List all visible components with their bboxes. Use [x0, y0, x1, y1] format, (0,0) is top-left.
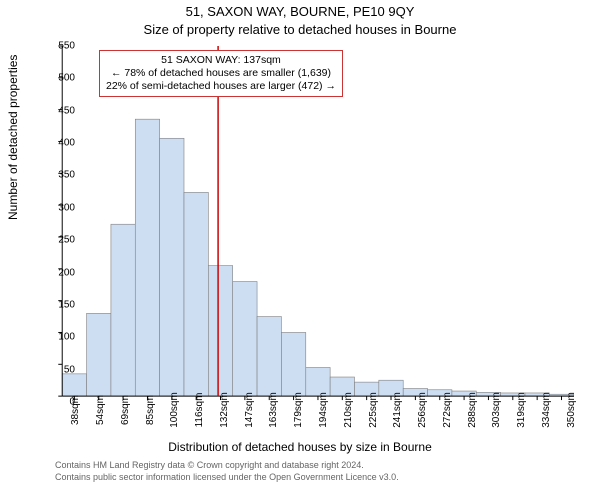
x-tick: 163sqm — [268, 392, 279, 428]
x-tick: 288sqm — [467, 392, 478, 428]
x-tick: 334sqm — [541, 392, 552, 428]
x-tick: 147sqm — [244, 392, 255, 428]
x-tick: 179sqm — [293, 392, 304, 428]
x-tick: 100sqm — [169, 392, 180, 428]
x-tick: 272sqm — [442, 392, 453, 428]
y-tick: 500 — [58, 73, 75, 84]
chart-container: 51, SAXON WAY, BOURNE, PE10 9QY Size of … — [0, 0, 600, 500]
y-tick: 350 — [58, 170, 75, 181]
x-tick: 319sqm — [516, 392, 527, 428]
histogram-plot — [55, 44, 575, 404]
y-tick: 300 — [58, 202, 75, 213]
y-tick: 450 — [58, 105, 75, 116]
annotation-box: 51 SAXON WAY: 137sqm ← 78% of detached h… — [99, 50, 343, 97]
y-tick: 200 — [58, 267, 75, 278]
x-tick: 38sqm — [70, 395, 81, 425]
x-tick: 116sqm — [194, 393, 205, 428]
page-title: 51, SAXON WAY, BOURNE, PE10 9QY — [0, 4, 600, 19]
chart-area: 51 SAXON WAY: 137sqm ← 78% of detached h… — [55, 44, 575, 404]
footer-attribution: Contains HM Land Registry data © Crown c… — [55, 460, 399, 483]
x-tick: 350sqm — [566, 392, 577, 428]
x-tick: 241sqm — [392, 392, 403, 428]
x-tick: 69sqm — [120, 395, 131, 425]
chart-subtitle: Size of property relative to detached ho… — [0, 22, 600, 37]
annotation-line2: ← 78% of detached houses are smaller (1,… — [106, 67, 336, 80]
y-tick: 100 — [58, 332, 75, 343]
x-tick: 194sqm — [318, 392, 329, 428]
x-tick: 54sqm — [95, 395, 106, 425]
x-tick: 132sqm — [219, 392, 230, 428]
y-axis-label: Number of detached properties — [6, 55, 20, 220]
x-tick: 85sqm — [145, 395, 156, 425]
y-tick: 150 — [58, 299, 75, 310]
x-tick: 225sqm — [368, 392, 379, 428]
x-tick: 256sqm — [417, 392, 428, 428]
annotation-line1: 51 SAXON WAY: 137sqm — [106, 54, 336, 67]
footer-line1: Contains HM Land Registry data © Crown c… — [55, 460, 399, 472]
x-tick: 303sqm — [491, 392, 502, 428]
x-tick: 210sqm — [343, 392, 354, 428]
y-tick: 400 — [58, 138, 75, 149]
y-tick: 50 — [64, 364, 75, 375]
x-axis-label: Distribution of detached houses by size … — [0, 440, 600, 454]
y-tick: 250 — [58, 235, 75, 246]
annotation-line3: 22% of semi-detached houses are larger (… — [106, 80, 336, 93]
footer-line2: Contains public sector information licen… — [55, 472, 399, 484]
y-tick: 550 — [58, 41, 75, 52]
